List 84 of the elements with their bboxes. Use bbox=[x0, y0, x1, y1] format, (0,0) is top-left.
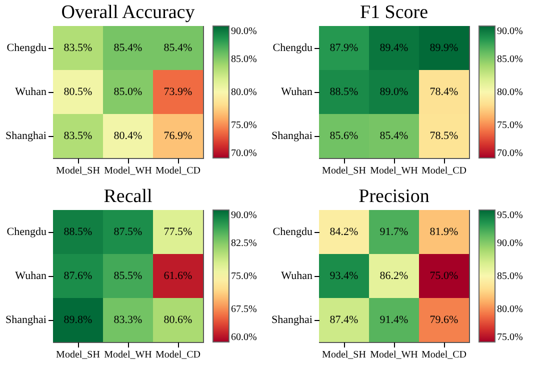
data-label: 85.4% bbox=[380, 130, 408, 142]
chart-title: Recall bbox=[104, 186, 152, 207]
y-tick-label: Wuhan bbox=[281, 86, 313, 98]
y-tick-label: Chengdu bbox=[6, 226, 47, 238]
color-bar-label: 90.0% bbox=[231, 210, 257, 221]
color-bar-label: 60.0% bbox=[231, 332, 257, 343]
color-bar-label: 90.0% bbox=[497, 26, 523, 37]
chart-title: Precision bbox=[358, 186, 430, 207]
data-label: 89.0% bbox=[380, 86, 408, 98]
color-bar-label: 90.0% bbox=[231, 26, 257, 37]
x-tick-label: Model_CD bbox=[422, 166, 466, 176]
color-bar-label: 70.0% bbox=[497, 148, 523, 159]
x-tick-label: Model_WH bbox=[104, 166, 152, 176]
x-tick-label: Model_SH bbox=[322, 350, 366, 360]
data-label: 81.9% bbox=[430, 226, 458, 238]
data-label: 89.9% bbox=[430, 42, 458, 54]
data-label: 79.6% bbox=[430, 314, 458, 326]
x-tick-label: Model_CD bbox=[422, 350, 466, 360]
y-tick-label: Shanghai bbox=[272, 130, 312, 142]
data-label: 91.7% bbox=[380, 226, 408, 238]
y-tick-label: Wuhan bbox=[15, 270, 47, 282]
color-bar-label: 85.0% bbox=[497, 271, 523, 282]
data-label: 73.9% bbox=[164, 86, 192, 98]
color-bar-label: 75.0% bbox=[231, 271, 257, 282]
data-label: 78.4% bbox=[430, 86, 458, 98]
data-label: 88.5% bbox=[64, 226, 92, 238]
data-label: 85.6% bbox=[330, 130, 358, 142]
data-label: 88.5% bbox=[330, 86, 358, 98]
data-label: 80.6% bbox=[164, 314, 192, 326]
color-bar-label: 67.5% bbox=[231, 304, 257, 315]
color-bar-label: 85.0% bbox=[231, 54, 257, 65]
data-label: 75.0% bbox=[430, 270, 458, 282]
color-bar-label: 70.0% bbox=[231, 148, 257, 159]
x-tick-label: Model_WH bbox=[104, 350, 152, 360]
data-label: 80.5% bbox=[64, 86, 92, 98]
data-label: 80.4% bbox=[114, 130, 142, 142]
data-label: 76.9% bbox=[164, 130, 192, 142]
x-tick-label: Model_SH bbox=[56, 166, 100, 176]
data-label: 91.4% bbox=[380, 314, 408, 326]
color-bar-label: 75.0% bbox=[231, 120, 257, 131]
data-label: 83.3% bbox=[114, 314, 142, 326]
color-bar-label: 82.5% bbox=[231, 238, 257, 249]
data-label: 89.8% bbox=[64, 314, 92, 326]
y-tick-label: Shanghai bbox=[6, 130, 46, 142]
color-bar-label: 80.0% bbox=[497, 87, 523, 98]
data-label: 89.4% bbox=[380, 42, 408, 54]
data-label: 87.6% bbox=[64, 270, 92, 282]
data-label: 61.6% bbox=[164, 270, 192, 282]
data-label: 85.4% bbox=[164, 42, 192, 54]
y-tick-label: Chengdu bbox=[6, 42, 47, 54]
x-tick-label: Model_SH bbox=[56, 350, 100, 360]
x-tick-label: Model_WH bbox=[370, 166, 418, 176]
color-bar-label: 75.0% bbox=[497, 332, 523, 343]
x-tick-label: Model_CD bbox=[156, 350, 200, 360]
x-tick-label: Model_WH bbox=[370, 350, 418, 360]
data-label: 78.5% bbox=[430, 130, 458, 142]
data-label: 85.5% bbox=[114, 270, 142, 282]
y-tick-label: Shanghai bbox=[272, 314, 312, 326]
y-tick-label: Chengdu bbox=[272, 226, 313, 238]
y-tick-label: Wuhan bbox=[281, 270, 313, 282]
data-label: 87.9% bbox=[330, 42, 358, 54]
data-label: 85.0% bbox=[114, 86, 142, 98]
color-bar-label: 75.0% bbox=[497, 120, 523, 131]
data-label: 83.5% bbox=[64, 130, 92, 142]
data-label: 85.4% bbox=[114, 42, 142, 54]
data-label: 87.4% bbox=[330, 314, 358, 326]
color-bar-label: 90.0% bbox=[497, 238, 523, 249]
data-label: 77.5% bbox=[164, 226, 192, 238]
color-bar-label: 80.0% bbox=[497, 304, 523, 315]
color-bar-label: 80.0% bbox=[231, 87, 257, 98]
y-tick-label: Wuhan bbox=[15, 86, 47, 98]
y-tick-label: Chengdu bbox=[272, 42, 313, 54]
x-tick-label: Model_CD bbox=[156, 166, 200, 176]
color-bar-label: 95.0% bbox=[497, 210, 523, 221]
data-label: 83.5% bbox=[64, 42, 92, 54]
chart-title: Overall Accuracy bbox=[61, 2, 196, 23]
data-label: 93.4% bbox=[330, 270, 358, 282]
data-label: 86.2% bbox=[380, 270, 408, 282]
data-label: 87.5% bbox=[114, 226, 142, 238]
color-bar-label: 85.0% bbox=[497, 54, 523, 65]
data-label: 84.2% bbox=[330, 226, 358, 238]
y-tick-label: Shanghai bbox=[6, 314, 46, 326]
chart-title: F1 Score bbox=[360, 2, 428, 23]
x-tick-label: Model_SH bbox=[322, 166, 366, 176]
